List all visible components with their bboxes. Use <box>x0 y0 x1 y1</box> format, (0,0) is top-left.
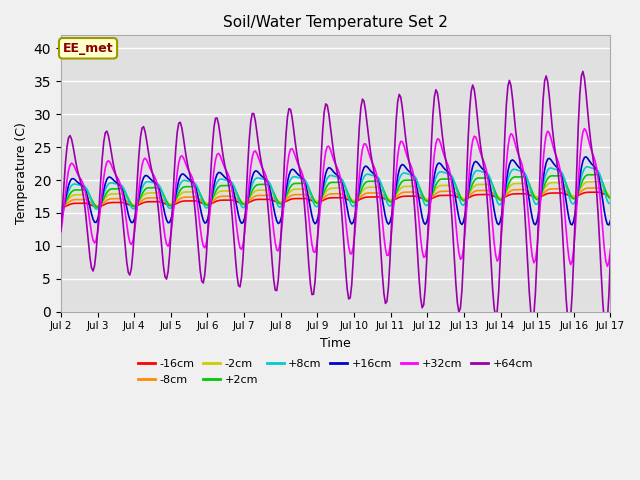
Text: EE_met: EE_met <box>63 42 113 55</box>
X-axis label: Time: Time <box>320 337 351 350</box>
Title: Soil/Water Temperature Set 2: Soil/Water Temperature Set 2 <box>223 15 448 30</box>
Legend: -16cm, -8cm, -2cm, +2cm, +8cm, +16cm, +32cm, +64cm: -16cm, -8cm, -2cm, +2cm, +8cm, +16cm, +3… <box>134 355 538 389</box>
Y-axis label: Temperature (C): Temperature (C) <box>15 122 28 225</box>
